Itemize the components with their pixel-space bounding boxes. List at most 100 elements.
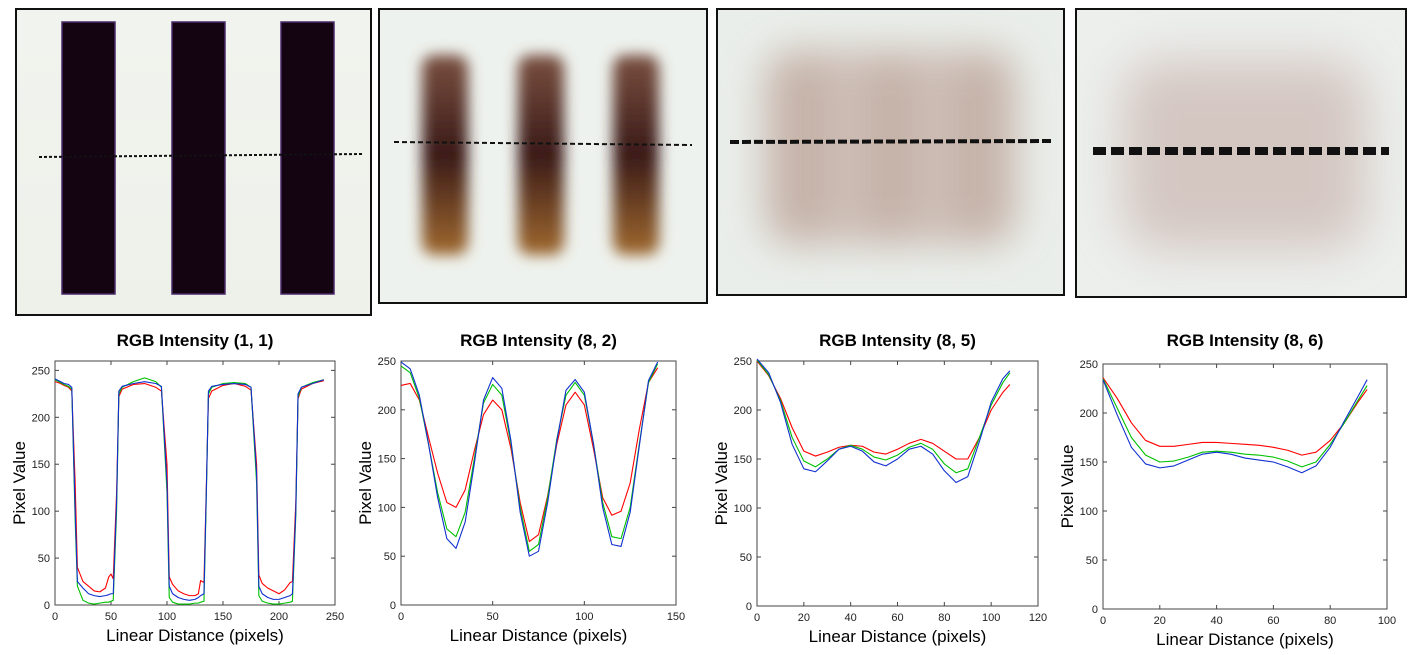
x-tick-label: 200 — [270, 611, 288, 623]
x-tick-label: 60 — [1267, 615, 1279, 627]
y-tick-label: 0 — [1092, 604, 1098, 616]
y-tick-label: 250 — [378, 356, 396, 368]
y-tick-label: 200 — [734, 405, 752, 417]
series-line-2 — [400, 363, 659, 552]
image-panel-4-svg — [1077, 10, 1405, 296]
image-panel-3 — [716, 8, 1065, 296]
chart-title: RGB Intensity (1, 1) — [117, 331, 274, 350]
series-line-2 — [54, 377, 324, 605]
chart-4: RGB Intensity (8, 6) 0 20 40 60 80 100 0 50 100 15… — [1053, 322, 1408, 655]
panel-2-bar-2 — [518, 55, 564, 255]
y-tick-label: 0 — [390, 600, 396, 612]
image-panel-2-svg — [380, 10, 706, 302]
x-tick-label: 60 — [891, 612, 903, 624]
x-tick-label: 100 — [575, 611, 593, 623]
x-tick-label: 0 — [52, 611, 58, 623]
y-tick-label: 150 — [32, 459, 50, 471]
panel-2-profile-line — [393, 141, 693, 146]
plot-area — [54, 360, 336, 606]
x-tick-label: 100 — [158, 611, 176, 623]
x-tick-label: 80 — [1324, 615, 1336, 627]
y-axis-label: Pixel Value — [1058, 445, 1077, 529]
y-tick-label: 50 — [384, 551, 396, 563]
x-tick-label: 100 — [982, 612, 1000, 624]
chart-title: RGB Intensity (8, 5) — [819, 331, 976, 350]
y-tick-label: 200 — [32, 412, 50, 424]
panel-1-bar-2 — [171, 21, 226, 295]
y-tick-label: 0 — [746, 601, 752, 613]
x-tick-label: 0 — [398, 611, 404, 623]
panel-3-bar-2 — [866, 55, 916, 240]
x-tick-label: 40 — [1210, 615, 1222, 627]
series-line-3 — [1102, 379, 1368, 474]
chart-1-svg: RGB Intensity (1, 1) 0 50 100 150 200 250 0 50 10… — [10, 331, 344, 645]
x-tick-label: 80 — [938, 612, 950, 624]
y-axis-label: Pixel Value — [356, 441, 375, 525]
series-line-1 — [54, 380, 324, 597]
panel-2-bar-3 — [613, 55, 659, 255]
x-tick-label: 150 — [214, 611, 232, 623]
series-line-2 — [756, 359, 1011, 474]
x-tick-label: 0 — [1100, 615, 1106, 627]
series-line-3 — [54, 378, 324, 601]
y-tick-label: 250 — [734, 356, 752, 368]
y-tick-label: 50 — [1086, 555, 1098, 567]
x-axis-label: Linear Distance (pixels) — [809, 627, 987, 646]
x-tick-label: 40 — [845, 612, 857, 624]
series-line-3 — [400, 361, 659, 557]
chart-4-svg: RGB Intensity (8, 6) 0 20 40 60 80 100 0 50 100 15… — [1058, 331, 1396, 649]
x-tick-label: 20 — [798, 612, 810, 624]
y-tick-label: 100 — [734, 503, 752, 515]
panel-3-bar-3 — [954, 55, 1004, 240]
chart-3: RGB Intensity (8, 5) 0 20 40 60 80 100 120 0 50 10… — [705, 322, 1050, 655]
image-panel-4 — [1075, 8, 1407, 298]
y-axis-label: Pixel Value — [10, 441, 29, 525]
series-group — [756, 358, 1011, 484]
x-axis-label: Linear Distance (pixels) — [106, 626, 284, 645]
plot-area — [1102, 363, 1388, 610]
image-panel-3-svg — [718, 10, 1063, 294]
x-tick-label: 150 — [667, 611, 685, 623]
chart-title: RGB Intensity (8, 2) — [460, 331, 617, 350]
series-group — [54, 377, 324, 605]
x-tick-label: 120 — [1029, 612, 1047, 624]
y-tick-label: 200 — [378, 405, 396, 417]
x-tick-label: 100 — [1378, 615, 1396, 627]
y-tick-label: 250 — [1080, 359, 1098, 371]
series-line-3 — [756, 358, 1011, 484]
chart-1: RGB Intensity (1, 1) 0 50 100 150 200 250 0 50 10… — [0, 322, 352, 655]
panel-1-profile-line — [38, 153, 363, 158]
y-tick-label: 100 — [32, 506, 50, 518]
y-tick-label: 50 — [38, 553, 50, 565]
y-tick-label: 100 — [378, 502, 396, 514]
panel-3-profile-line — [729, 139, 1053, 144]
panel-2-bar-1 — [422, 55, 468, 255]
image-panel-2 — [378, 8, 708, 304]
chart-title: RGB Intensity (8, 6) — [1167, 331, 1324, 350]
series-line-1 — [756, 360, 1011, 460]
chart-3-svg: RGB Intensity (8, 5) 0 20 40 60 80 100 120 0 50 10… — [712, 331, 1047, 646]
image-panel-1-svg — [17, 10, 370, 314]
panel-1-bar-3 — [280, 21, 335, 295]
series-line-1 — [400, 367, 659, 543]
x-tick-label: 250 — [326, 611, 344, 623]
series-group — [400, 361, 659, 557]
chart-2-svg: RGB Intensity (8, 2) 0 50 100 150 0 50 100 150 20… — [356, 331, 685, 645]
y-tick-label: 100 — [1080, 506, 1098, 518]
x-axis-label: Linear Distance (pixels) — [1156, 630, 1334, 649]
x-tick-label: 50 — [487, 611, 499, 623]
panel-3-bar-1 — [778, 55, 828, 240]
y-tick-label: 0 — [44, 600, 50, 612]
y-tick-label: 150 — [378, 454, 396, 466]
x-tick-label: 20 — [1154, 615, 1166, 627]
x-tick-label: 0 — [754, 612, 760, 624]
series-line-1 — [1102, 377, 1368, 456]
y-tick-label: 250 — [32, 365, 50, 377]
y-axis-label: Pixel Value — [712, 442, 731, 526]
y-tick-label: 200 — [1080, 408, 1098, 420]
x-tick-label: 50 — [105, 611, 117, 623]
y-tick-label: 150 — [734, 454, 752, 466]
series-line-2 — [1102, 378, 1368, 468]
y-tick-label: 150 — [1080, 457, 1098, 469]
series-group — [1102, 377, 1368, 474]
